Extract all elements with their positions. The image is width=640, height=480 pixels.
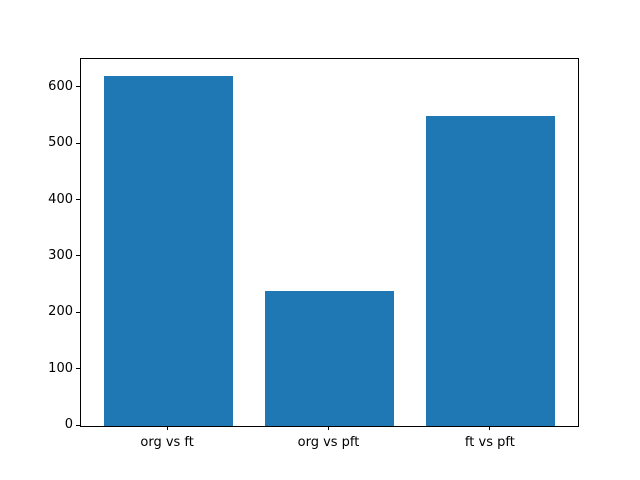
y-tick-label: 200 [48,304,73,320]
x-tick-label: org vs ft [140,435,194,450]
x-tick-mark [166,426,168,430]
bar-ft-vs-pft [426,115,556,426]
x-tick-label: org vs pft [297,435,360,450]
bar-org-vs-ft [103,76,233,426]
y-tick-label: 100 [48,360,73,376]
y-tick-mark [76,199,80,200]
x-tick-mark [489,426,491,430]
y-tick-mark [76,424,80,426]
y-tick-mark [76,86,80,88]
y-tick-label: 600 [48,78,73,94]
y-tick-label: 500 [48,135,73,151]
y-tick-mark [76,255,80,257]
y-tick-label: 400 [48,191,73,207]
bar-org-vs-pft [264,290,395,426]
x-tick-mark [328,426,329,430]
x-tick-label: ft vs pft [464,435,515,450]
plot-area [80,58,579,427]
y-tick-mark [76,311,80,313]
y-tick-label: 0 [64,417,73,432]
y-tick-mark [76,142,80,144]
y-tick-mark [76,368,80,370]
y-tick-label: 300 [48,247,73,263]
